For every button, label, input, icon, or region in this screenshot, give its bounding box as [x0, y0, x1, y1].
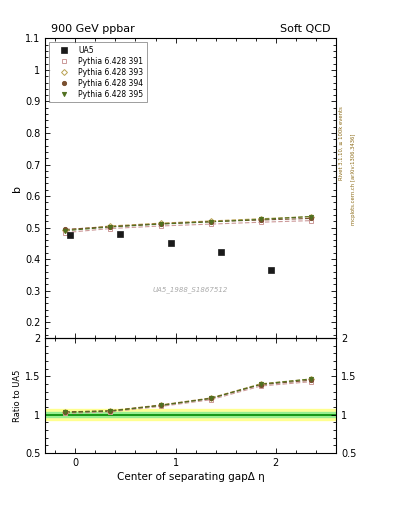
Text: Soft QCD: Soft QCD: [280, 24, 330, 34]
Line: Pythia 6.428 391: Pythia 6.428 391: [63, 219, 313, 234]
Text: 900 GeV ppbar: 900 GeV ppbar: [51, 24, 135, 34]
Pythia 6.428 393: [63, 227, 68, 233]
Pythia 6.428 395: [63, 228, 68, 234]
Text: mcplots.cern.ch [arXiv:1306.3436]: mcplots.cern.ch [arXiv:1306.3436]: [351, 134, 356, 225]
Line: Pythia 6.428 395: Pythia 6.428 395: [63, 215, 313, 233]
Text: Rivet 3.1.10, ≥ 100k events: Rivet 3.1.10, ≥ 100k events: [339, 106, 344, 180]
Line: UA5: UA5: [67, 231, 274, 273]
Text: UA5_1988_S1867512: UA5_1988_S1867512: [153, 286, 228, 293]
Pythia 6.428 394: [108, 224, 113, 230]
Pythia 6.428 395: [259, 216, 263, 222]
Pythia 6.428 393: [208, 218, 213, 224]
Bar: [45, 413, 336, 417]
Pythia 6.428 393: [108, 223, 113, 229]
Pythia 6.428 393: [158, 220, 163, 226]
Pythia 6.428 395: [158, 221, 163, 227]
Pythia 6.428 391: [259, 219, 263, 225]
Pythia 6.428 395: [208, 219, 213, 225]
Pythia 6.428 393: [309, 214, 313, 220]
Pythia 6.428 391: [208, 221, 213, 227]
Pythia 6.428 393: [259, 216, 263, 222]
Pythia 6.428 391: [63, 229, 68, 236]
Y-axis label: Ratio to UA5: Ratio to UA5: [13, 369, 22, 422]
Pythia 6.428 391: [309, 218, 313, 224]
Pythia 6.428 394: [158, 221, 163, 227]
UA5: [68, 232, 73, 238]
Pythia 6.428 395: [309, 214, 313, 220]
Line: Pythia 6.428 393: Pythia 6.428 393: [63, 215, 313, 232]
Bar: [45, 410, 336, 420]
X-axis label: Center of separating gapΔ η: Center of separating gapΔ η: [117, 472, 264, 482]
Pythia 6.428 394: [259, 217, 263, 223]
UA5: [168, 240, 173, 246]
Y-axis label: b: b: [12, 185, 22, 191]
Pythia 6.428 395: [108, 224, 113, 230]
UA5: [268, 267, 273, 273]
Pythia 6.428 394: [63, 226, 68, 232]
Pythia 6.428 394: [309, 216, 313, 222]
UA5: [219, 249, 223, 255]
Pythia 6.428 391: [108, 225, 113, 231]
Pythia 6.428 394: [208, 219, 213, 225]
Line: Pythia 6.428 394: Pythia 6.428 394: [63, 217, 313, 231]
Pythia 6.428 391: [158, 223, 163, 229]
UA5: [118, 231, 123, 237]
Legend: UA5, Pythia 6.428 391, Pythia 6.428 393, Pythia 6.428 394, Pythia 6.428 395: UA5, Pythia 6.428 391, Pythia 6.428 393,…: [49, 42, 147, 102]
